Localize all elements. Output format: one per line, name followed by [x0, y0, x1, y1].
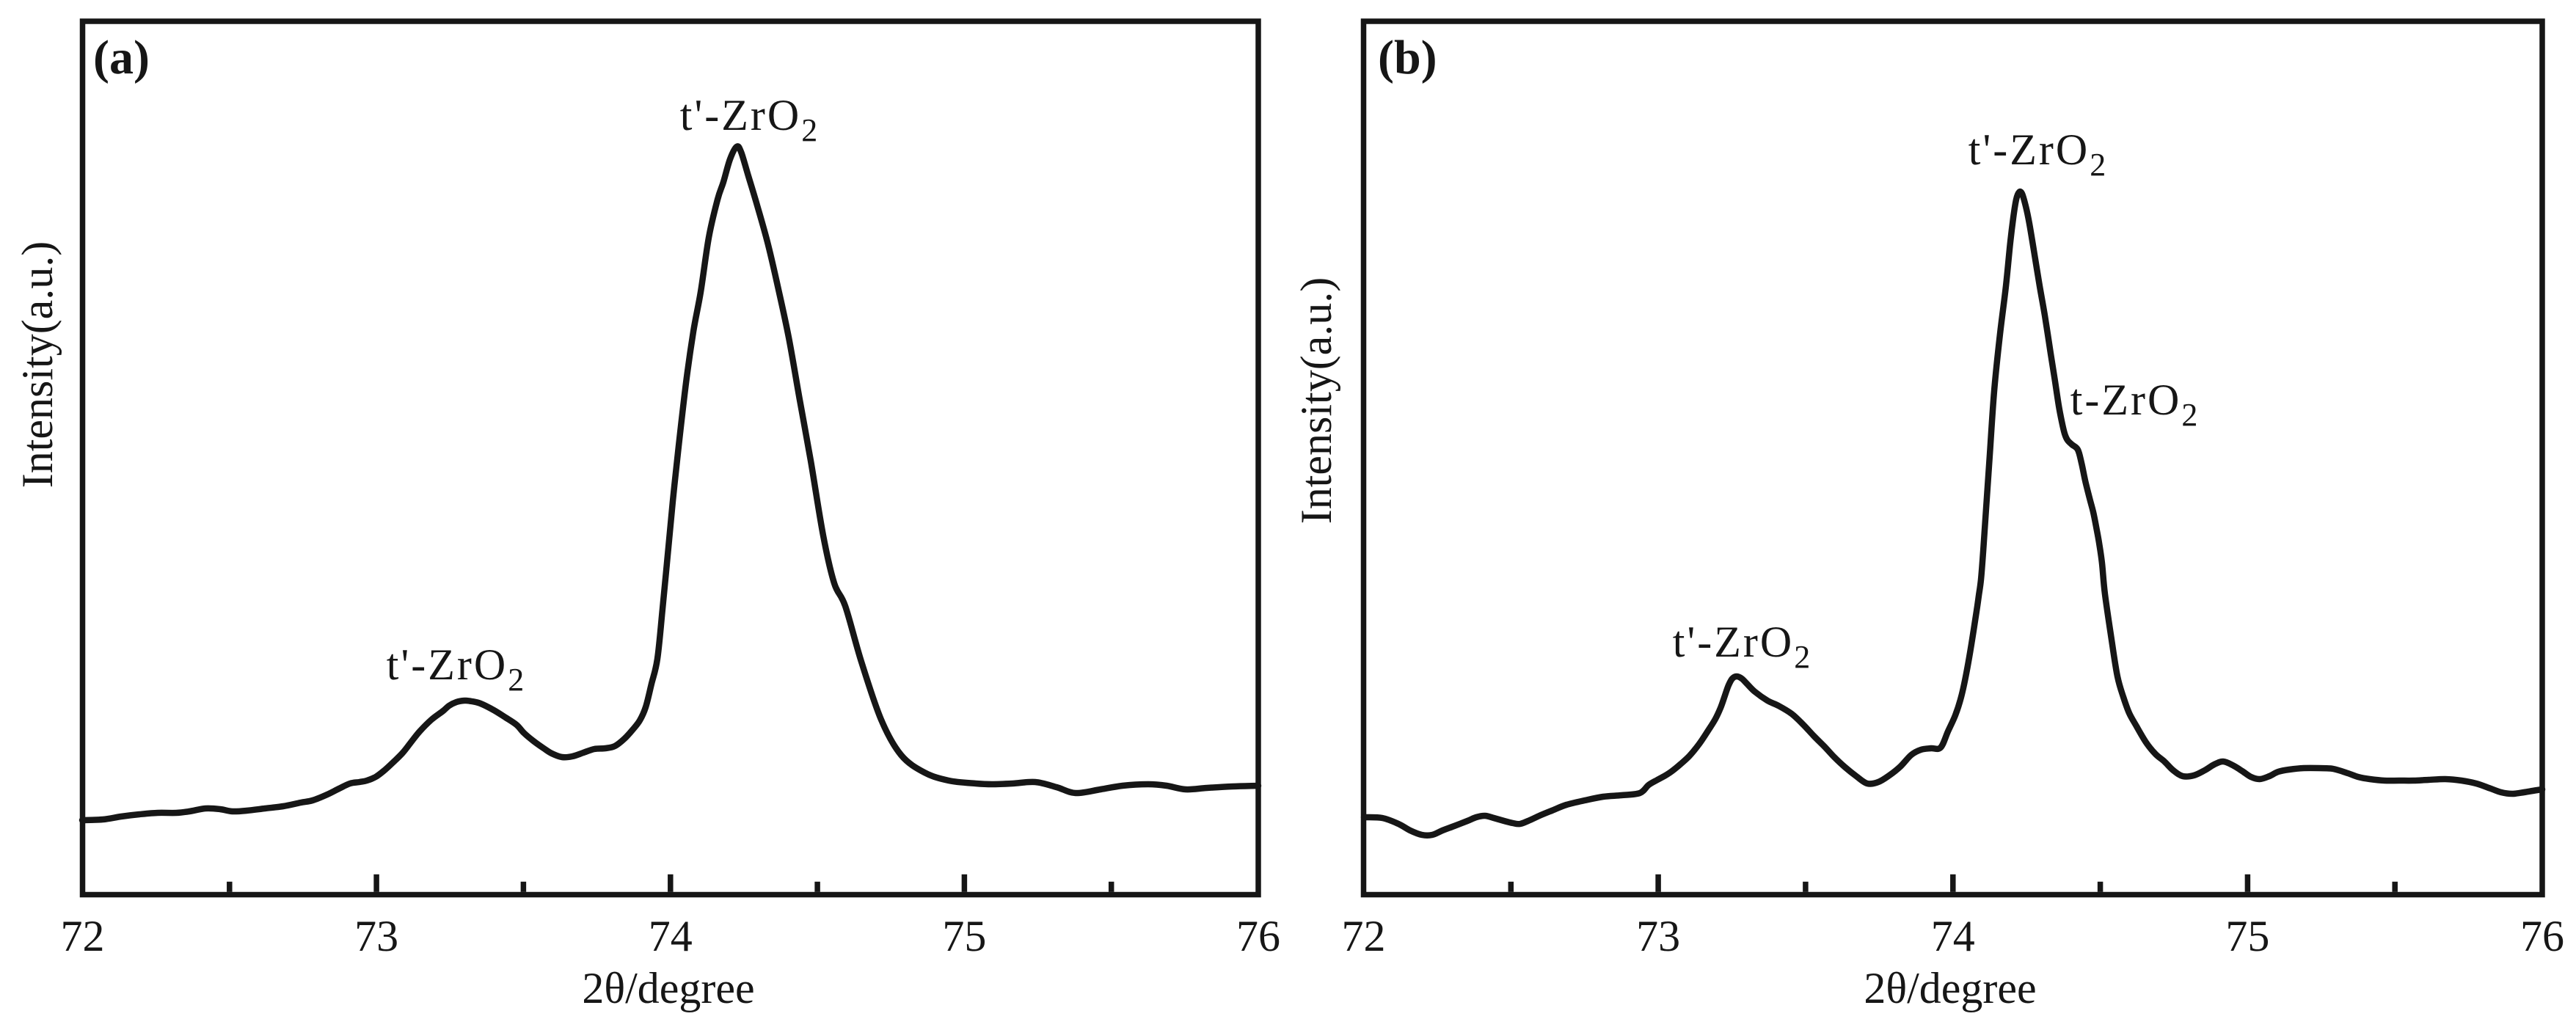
svg-text:74: 74: [1931, 912, 1975, 960]
svg-text:t'-ZrO2: t'-ZrO2: [1673, 618, 1812, 675]
svg-text:(a): (a): [93, 31, 150, 84]
svg-text:t'-ZrO2: t'-ZrO2: [1969, 125, 2108, 183]
svg-text:74: 74: [649, 912, 693, 960]
svg-text:2θ/degree: 2θ/degree: [1864, 964, 2036, 1012]
svg-text:t'-ZrO2: t'-ZrO2: [387, 640, 526, 698]
svg-text:2θ/degree: 2θ/degree: [582, 964, 754, 1012]
svg-text:(b): (b): [1378, 31, 1437, 84]
svg-text:73: 73: [1636, 912, 1680, 960]
svg-text:t-ZrO2: t-ZrO2: [2070, 376, 2200, 433]
svg-text:75: 75: [942, 912, 986, 960]
svg-text:Intensity(a.u.): Intensity(a.u.): [13, 241, 62, 489]
svg-text:t'-ZrO2: t'-ZrO2: [680, 91, 820, 148]
svg-text:75: 75: [2225, 912, 2269, 960]
svg-text:76: 76: [1236, 912, 1280, 960]
svg-text:72: 72: [61, 912, 105, 960]
svg-text:72: 72: [1342, 912, 1386, 960]
svg-text:73: 73: [354, 912, 398, 960]
svg-text:Intensity(a.u.): Intensity(a.u.): [1292, 277, 1340, 525]
svg-text:76: 76: [2520, 912, 2564, 960]
